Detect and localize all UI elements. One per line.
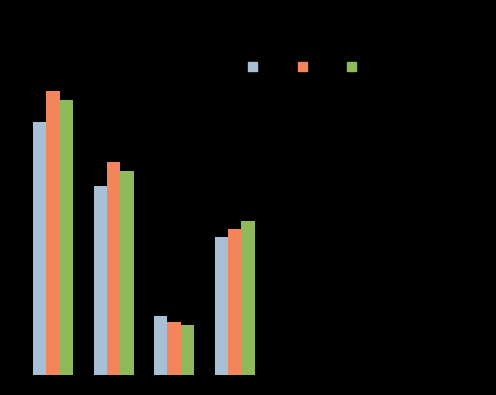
- Bar: [154, 316, 168, 375]
- Bar: [181, 325, 194, 375]
- Bar: [60, 100, 73, 375]
- Bar: [47, 91, 60, 375]
- Bar: [107, 162, 120, 375]
- Bar: [120, 171, 133, 375]
- Bar: [215, 237, 228, 375]
- Bar: [94, 186, 107, 375]
- Bar: [33, 122, 47, 375]
- Bar: [228, 229, 241, 375]
- Bar: [168, 322, 181, 375]
- Bar: [241, 221, 254, 375]
